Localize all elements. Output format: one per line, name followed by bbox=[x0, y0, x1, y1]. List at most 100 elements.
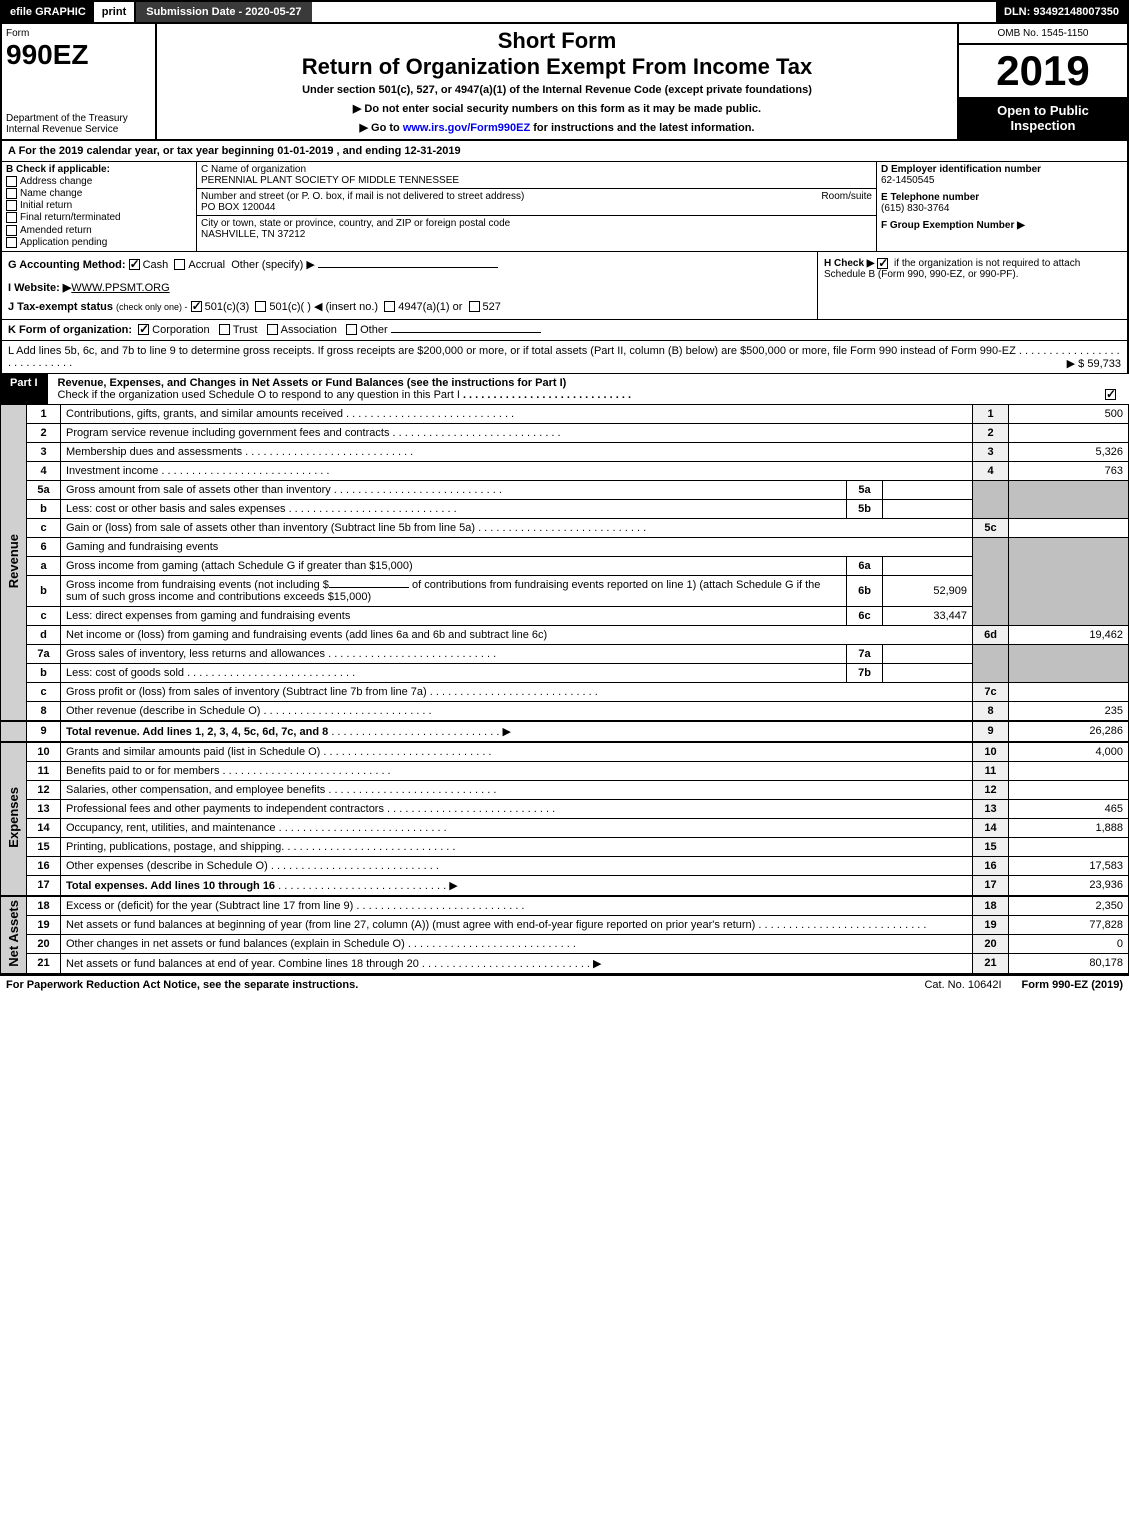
ein-block: D Employer identification number 62-1450… bbox=[881, 164, 1123, 186]
line-i: I Website: ▶WWW.PPSMT.ORG bbox=[8, 281, 811, 294]
chk-cash[interactable] bbox=[129, 259, 140, 270]
table-row: a Gross income from gaming (attach Sched… bbox=[1, 556, 1129, 575]
amt-10: 4,000 bbox=[1009, 742, 1129, 762]
website-link[interactable]: WWW.PPSMT.ORG bbox=[71, 282, 169, 294]
org-name: PERENNIAL PLANT SOCIETY OF MIDDLE TENNES… bbox=[201, 175, 459, 186]
chk-corp[interactable] bbox=[138, 324, 149, 335]
chk-527[interactable] bbox=[469, 301, 480, 312]
chk-schedule-o[interactable] bbox=[1105, 389, 1116, 400]
chk-initial-return[interactable]: Initial return bbox=[6, 200, 192, 211]
chk-501c3[interactable] bbox=[191, 301, 202, 312]
chk-other[interactable] bbox=[346, 324, 357, 335]
table-row: c Less: direct expenses from gaming and … bbox=[1, 606, 1129, 625]
table-row: 3 Membership dues and assessments 3 5,32… bbox=[1, 442, 1129, 461]
efile-label: efile GRAPHIC bbox=[2, 2, 94, 22]
footer-left: For Paperwork Reduction Act Notice, see … bbox=[6, 979, 904, 991]
table-row: 6 Gaming and fundraising events bbox=[1, 537, 1129, 556]
vlabel-netassets: Net Assets bbox=[1, 896, 27, 974]
tel-value: (615) 830-3764 bbox=[881, 203, 949, 214]
footer-center: Cat. No. 10642I bbox=[924, 979, 1001, 991]
ein-value: 62-1450545 bbox=[881, 175, 934, 186]
table-row: 15 Printing, publications, postage, and … bbox=[1, 837, 1129, 856]
chk-amended-return[interactable]: Amended return bbox=[6, 225, 192, 236]
other-method-input[interactable] bbox=[318, 267, 498, 268]
amt-21: 80,178 bbox=[1009, 953, 1129, 974]
vlabel-revenue: Revenue bbox=[1, 404, 27, 721]
irs-link[interactable]: www.irs.gov/Form990EZ bbox=[403, 122, 530, 134]
table-row: 4 Investment income 4 763 bbox=[1, 461, 1129, 480]
chk-application-pending[interactable]: Application pending bbox=[6, 237, 192, 248]
amt-1: 500 bbox=[1009, 404, 1129, 423]
line-l: L Add lines 5b, 6c, and 7b to line 9 to … bbox=[0, 341, 1129, 374]
chk-assoc[interactable] bbox=[267, 324, 278, 335]
org-city: NASHVILLE, TN 37212 bbox=[201, 229, 305, 240]
line-a-taxyear: A For the 2019 calendar year, or tax yea… bbox=[0, 141, 1129, 162]
form-header: Form 990EZ Department of the Treasury In… bbox=[0, 24, 1129, 141]
box-b: B Check if applicable: Address change Na… bbox=[2, 162, 197, 251]
chk-final-return[interactable]: Final return/terminated bbox=[6, 212, 192, 223]
tel-block: E Telephone number (615) 830-3764 bbox=[881, 192, 1123, 214]
short-form-label: Short Form bbox=[165, 28, 949, 54]
vlabel-expenses: Expenses bbox=[1, 742, 27, 896]
header-left: Form 990EZ Department of the Treasury In… bbox=[2, 24, 157, 139]
chk-501c[interactable] bbox=[255, 301, 266, 312]
other-org-input[interactable] bbox=[391, 332, 541, 333]
submission-date: Submission Date - 2020-05-27 bbox=[134, 2, 311, 22]
table-row: Net Assets 18 Excess or (deficit) for th… bbox=[1, 896, 1129, 916]
omb-number: OMB No. 1545-1150 bbox=[959, 24, 1127, 45]
chk-4947[interactable] bbox=[384, 301, 395, 312]
table-row: 16 Other expenses (describe in Schedule … bbox=[1, 856, 1129, 875]
table-row: 7a Gross sales of inventory, less return… bbox=[1, 644, 1129, 663]
table-row: 19 Net assets or fund balances at beginn… bbox=[1, 915, 1129, 934]
table-row: 9 Total revenue. Add lines 1, 2, 3, 4, 5… bbox=[1, 721, 1129, 742]
section-ghij: G Accounting Method: Cash Accrual Other … bbox=[0, 252, 1129, 320]
line-g: G Accounting Method: Cash Accrual Other … bbox=[8, 258, 811, 271]
dept-label: Department of the Treasury Internal Reve… bbox=[6, 113, 151, 135]
amt-8: 235 bbox=[1009, 701, 1129, 721]
chk-name-change[interactable]: Name change bbox=[6, 188, 192, 199]
table-row: c Gain or (loss) from sale of assets oth… bbox=[1, 518, 1129, 537]
footer-right: Form 990-EZ (2019) bbox=[1022, 979, 1123, 991]
top-bar: efile GRAPHIC print Submission Date - 20… bbox=[0, 0, 1129, 24]
amt-19: 77,828 bbox=[1009, 915, 1129, 934]
table-row: c Gross profit or (loss) from sales of i… bbox=[1, 682, 1129, 701]
line-j: J Tax-exempt status (check only one) - 5… bbox=[8, 300, 811, 313]
table-row: 21 Net assets or fund balances at end of… bbox=[1, 953, 1129, 974]
line-h: H Check ▶ if the organization is not req… bbox=[817, 252, 1127, 319]
form-label: Form bbox=[6, 28, 151, 39]
amt-9: 26,286 bbox=[1009, 721, 1129, 742]
org-name-cell: C Name of organization PERENNIAL PLANT S… bbox=[197, 162, 876, 189]
table-row: 8 Other revenue (describe in Schedule O)… bbox=[1, 701, 1129, 721]
table-row: 2 Program service revenue including gove… bbox=[1, 423, 1129, 442]
table-row: 13 Professional fees and other payments … bbox=[1, 799, 1129, 818]
form-title: Return of Organization Exempt From Incom… bbox=[165, 54, 949, 80]
box-c: C Name of organization PERENNIAL PLANT S… bbox=[197, 162, 877, 251]
line-k: K Form of organization: Corporation Trus… bbox=[0, 320, 1129, 341]
amt-2 bbox=[1009, 423, 1129, 442]
table-row: b Less: cost of goods sold 7b bbox=[1, 663, 1129, 682]
amt-3: 5,326 bbox=[1009, 442, 1129, 461]
form-number: 990EZ bbox=[6, 39, 151, 71]
chk-accrual[interactable] bbox=[174, 259, 185, 270]
page-footer: For Paperwork Reduction Act Notice, see … bbox=[0, 975, 1129, 994]
chk-address-change[interactable]: Address change bbox=[6, 176, 192, 187]
amt-6d: 19,462 bbox=[1009, 625, 1129, 644]
chk-h[interactable] bbox=[877, 258, 888, 269]
table-row: d Net income or (loss) from gaming and f… bbox=[1, 625, 1129, 644]
chk-trust[interactable] bbox=[219, 324, 230, 335]
open-inspection: Open to Public Inspection bbox=[959, 97, 1127, 139]
under-section: Under section 501(c), 527, or 4947(a)(1)… bbox=[165, 84, 949, 96]
amt-7c bbox=[1009, 682, 1129, 701]
amt-12 bbox=[1009, 780, 1129, 799]
table-row: b Gross income from fundraising events (… bbox=[1, 575, 1129, 606]
table-row: Revenue 1 Contributions, gifts, grants, … bbox=[1, 404, 1129, 423]
table-row: 14 Occupancy, rent, utilities, and maint… bbox=[1, 818, 1129, 837]
header-right: OMB No. 1545-1150 2019 Open to Public In… bbox=[957, 24, 1127, 139]
amt-20: 0 bbox=[1009, 934, 1129, 953]
section-bcdef: B Check if applicable: Address change Na… bbox=[0, 162, 1129, 252]
print-link[interactable]: print bbox=[94, 2, 134, 22]
amt-5c bbox=[1009, 518, 1129, 537]
amt-18: 2,350 bbox=[1009, 896, 1129, 916]
table-row: 12 Salaries, other compensation, and emp… bbox=[1, 780, 1129, 799]
org-addr-cell: Number and street (or P. O. box, if mail… bbox=[197, 189, 876, 216]
